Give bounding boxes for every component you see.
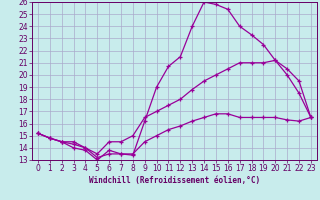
X-axis label: Windchill (Refroidissement éolien,°C): Windchill (Refroidissement éolien,°C) [89,176,260,185]
